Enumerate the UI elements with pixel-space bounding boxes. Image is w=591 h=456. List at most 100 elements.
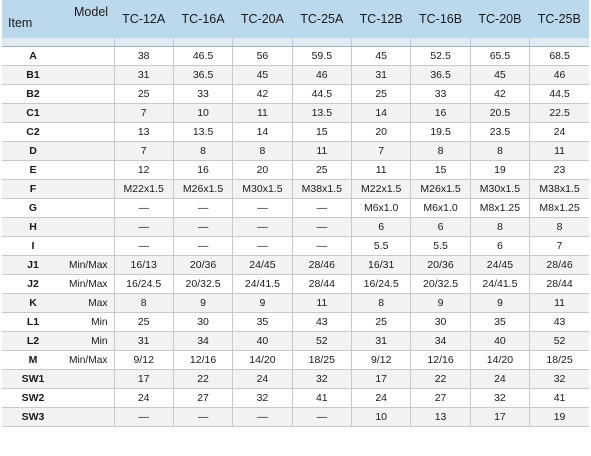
row-label-cell: M (2, 350, 64, 371)
row-sub-label-cell: Min (64, 331, 114, 352)
value-cell: 7 (350, 141, 411, 161)
value-cell: 5.5 (350, 236, 411, 257)
value-cell: 18/25 (291, 350, 352, 371)
value-cell: 36.5 (410, 65, 471, 85)
value-cell: 8 (469, 141, 530, 161)
spacer-cell (529, 38, 589, 47)
value-cell: 16/13 (113, 255, 174, 276)
value-cell: 8 (172, 141, 233, 161)
value-cell: 44.5 (291, 84, 352, 104)
value-cell: 24 (350, 388, 411, 409)
value-cell: 45 (232, 65, 293, 85)
value-cell: — (172, 236, 233, 257)
value-cell: 40 (232, 331, 293, 352)
value-cell: 5.5 (410, 236, 471, 257)
value-cell: — (172, 407, 233, 428)
value-cell: 24/41.5 (232, 274, 293, 295)
value-cell: M38x1.5 (291, 179, 352, 199)
value-cell: 32 (529, 369, 589, 390)
spacer-cell (410, 38, 471, 47)
value-cell: 41 (529, 388, 589, 409)
row-sub-label-cell (64, 65, 114, 85)
value-cell: 25 (113, 312, 174, 333)
value-cell: 10 (350, 407, 411, 428)
value-cell: 19.5 (410, 122, 471, 142)
value-cell: 30 (410, 312, 471, 333)
value-cell: 40 (469, 331, 530, 352)
value-cell: 8 (410, 141, 471, 161)
row-sub-label-cell (64, 217, 114, 237)
row-label-cell: B2 (2, 84, 64, 104)
value-cell: 11 (350, 160, 411, 180)
value-cell: — (113, 198, 174, 218)
value-cell: 20/36 (410, 255, 471, 276)
value-cell: 17 (350, 369, 411, 390)
value-cell: 7 (113, 103, 174, 123)
table-body: A 38 46.5 56 59.5 45 52.5 65.5 68.5 B1 31 36.5 45 46 3… (2, 46, 589, 428)
value-cell: 25 (291, 160, 352, 180)
value-cell: 18/25 (529, 350, 589, 371)
row-label-cell: I (2, 236, 64, 257)
spacer-cell (172, 38, 233, 47)
value-cell: — (172, 198, 233, 218)
spacer-cell (350, 38, 411, 47)
value-cell: M30x1.5 (232, 179, 293, 199)
value-cell: 52 (529, 331, 589, 352)
spacer-cell (113, 38, 174, 47)
row-sub-label-cell: Min/Max (64, 255, 114, 276)
value-cell: 59.5 (291, 46, 352, 66)
value-cell: — (232, 217, 293, 237)
value-cell: — (113, 236, 174, 257)
row-label-cell: C2 (2, 122, 64, 142)
value-cell: 45 (350, 46, 411, 66)
value-cell: 31 (113, 331, 174, 352)
value-cell: 8 (350, 293, 411, 314)
value-cell: M38x1.5 (529, 179, 589, 199)
value-cell: 24 (529, 122, 589, 142)
value-cell: 30 (172, 312, 233, 333)
header-spacer-row (2, 38, 589, 47)
row-label-cell: E (2, 160, 64, 180)
value-cell: 11 (291, 293, 352, 314)
table-row: L1 Min 25 30 35 43 25 30 35 43 (2, 312, 589, 333)
table-row: M Min/Max 9/12 12/16 14/20 18/25 9/12 12/16 14/2… (2, 350, 589, 371)
value-cell: 9 (469, 293, 530, 314)
value-cell: 46 (529, 65, 589, 85)
value-cell: 12/16 (410, 350, 471, 371)
model-header-cell: TC-20B (478, 12, 522, 26)
value-cell: — (113, 217, 174, 237)
value-cell: 31 (350, 331, 411, 352)
value-cell: 9/12 (113, 350, 174, 371)
value-cell: M26x1.5 (172, 179, 233, 199)
value-cell: 9 (410, 293, 471, 314)
value-cell: 15 (410, 160, 471, 180)
value-cell: 36.5 (172, 65, 233, 85)
value-cell: 9/12 (350, 350, 411, 371)
row-label-cell: H (2, 217, 64, 237)
table-row: SW2 24 27 32 41 24 27 32 41 (2, 388, 589, 409)
table-row: C2 13 13.5 14 15 20 19.5 23.5 24 (2, 122, 589, 142)
row-sub-label-cell (64, 122, 114, 142)
value-cell: 16/24.5 (350, 274, 411, 295)
value-cell: 56 (232, 46, 293, 66)
value-cell: M22x1.5 (113, 179, 174, 199)
table-row: J1 Min/Max 16/13 20/36 24/45 28/46 16/31 20/36 2… (2, 255, 589, 276)
value-cell: 24 (113, 388, 174, 409)
value-cell: 22 (410, 369, 471, 390)
value-cell: 6 (410, 217, 471, 237)
value-cell: 12 (113, 160, 174, 180)
spacer-cell (2, 38, 114, 47)
value-cell: 46.5 (172, 46, 233, 66)
model-header-cell: TC-16B (419, 12, 463, 26)
model-header-cell: TC-25A (300, 12, 344, 26)
value-cell: 52 (291, 331, 352, 352)
value-cell: 19 (529, 407, 589, 428)
value-cell: 6 (350, 217, 411, 237)
value-cell: 13.5 (291, 103, 352, 123)
row-sub-label-cell (64, 179, 114, 199)
table-row: I — — — —5.5 5.5 6 7 (2, 236, 589, 257)
row-sub-label-cell (64, 236, 114, 257)
value-cell: 24 (232, 369, 293, 390)
value-cell: 13.5 (172, 122, 233, 142)
value-cell: 8 (529, 217, 589, 237)
